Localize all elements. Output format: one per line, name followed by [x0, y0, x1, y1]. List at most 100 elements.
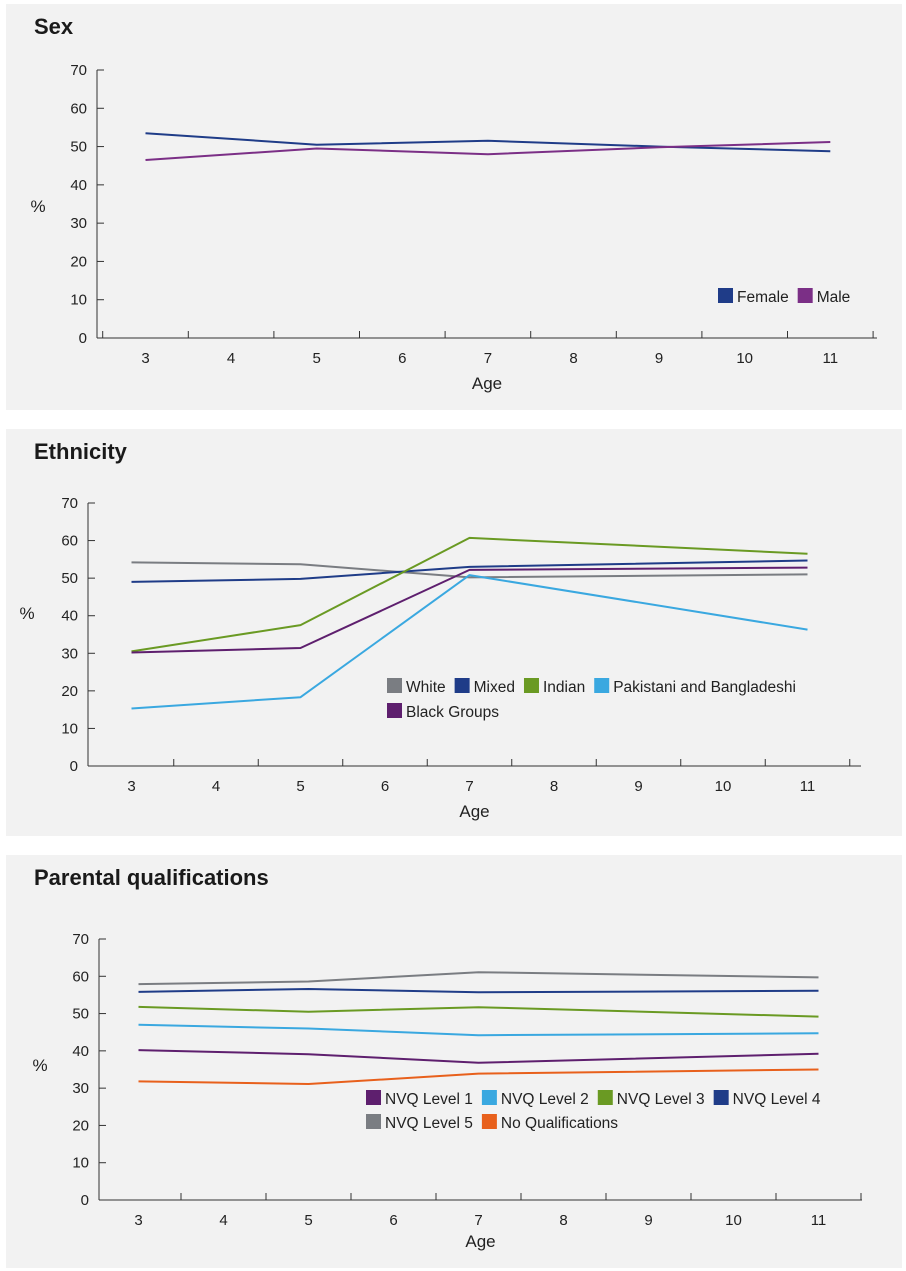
y-tick-label: 50 [72, 1006, 89, 1023]
y-tick-label: 10 [72, 1155, 89, 1172]
x-tick-label: 7 [465, 778, 473, 795]
series-line-nvq-level-1 [138, 1049, 819, 1064]
x-tick-label: 10 [725, 1212, 742, 1229]
x-tick-label: 5 [304, 1212, 312, 1229]
legend-label-mixed: Mixed [474, 679, 515, 696]
legend-swatch-male [797, 288, 813, 303]
x-tick-label: 7 [484, 350, 492, 367]
ethnicity-chart-title: Ethnicity [34, 439, 127, 464]
y-tick-label: 30 [72, 1080, 89, 1097]
ethnicity-line-chart: 0 10 20 30 40 50 60 70 3 4 5 6 7 8 9 10 11 Age% White Mixed… [19, 495, 861, 821]
series-line-white [131, 561, 808, 579]
series-line-black-groups [131, 566, 808, 654]
y-axis-title: % [19, 604, 34, 623]
sex-chart-title: Sex [34, 14, 74, 39]
legend-label-nvq-level-2: NVQ Level 2 [501, 1091, 589, 1108]
ethnicity-chart-panel: Ethnicity 0 10 20 30 40 50 60 70 3 4 5 6 7 8 9 10 11 Age%… [6, 429, 902, 836]
y-tick-label: 70 [72, 931, 89, 948]
x-axis-title: Age [472, 374, 502, 393]
x-tick-label: 7 [474, 1212, 482, 1229]
series-line-nvq-level-5 [138, 971, 819, 986]
x-tick-label: 11 [823, 350, 839, 367]
legend-swatch-nvq-level-3 [597, 1090, 613, 1105]
legend-label-nvq-level-1: NVQ Level 1 [385, 1091, 473, 1108]
y-tick-label: 10 [70, 292, 87, 309]
y-tick-label: 60 [72, 968, 89, 985]
x-tick-label: 3 [127, 778, 135, 795]
legend-label-nvq-level-5: NVQ Level 5 [385, 1115, 473, 1132]
x-tick-label: 3 [134, 1212, 142, 1229]
x-tick-label: 6 [398, 350, 406, 367]
y-tick-label: 30 [70, 215, 87, 232]
legend-label-black-groups: Black Groups [406, 704, 499, 721]
x-tick-label: 6 [389, 1212, 397, 1229]
parental-qualifications-chart-title: Parental qualifications [34, 865, 269, 890]
x-tick-label: 8 [569, 350, 577, 367]
legend-label-white: White [406, 679, 446, 696]
series-line-indian [131, 536, 808, 653]
legend-label-pakistani-and-bangladeshi: Pakistani and Bangladeshi [613, 679, 796, 696]
y-tick-label: 60 [61, 533, 78, 550]
legend-swatch-nvq-level-2 [481, 1090, 497, 1105]
x-tick-label: 9 [644, 1212, 652, 1229]
legend-swatch-no-qualifications [481, 1114, 497, 1129]
legend-swatch-pakistani-and-bangladeshi [594, 678, 610, 693]
parental-qualifications-line-chart: 0 10 20 30 40 50 60 70 3 4 5 6 7 8 9 10 11 Age% NVQ Level … [32, 931, 862, 1251]
y-tick-label: 40 [72, 1043, 89, 1060]
x-tick-label: 9 [655, 350, 663, 367]
y-tick-label: 20 [72, 1117, 89, 1134]
legend-label-no-qualifications: No Qualifications [501, 1115, 618, 1132]
y-tick-label: 40 [70, 177, 87, 194]
series-line-nvq-level-3 [138, 1005, 819, 1018]
series-line-nvq-level-2 [138, 1023, 819, 1037]
x-tick-label: 4 [219, 1212, 227, 1229]
y-tick-label: 50 [61, 570, 78, 587]
legend-swatch-nvq-level-1 [366, 1090, 381, 1105]
x-axis-title: Age [465, 1232, 495, 1251]
sex-line-chart: 0 10 20 30 40 50 60 70 3 4 5 6 7 8 9 10 11 Age% Female Male [30, 62, 877, 393]
x-tick-label: 5 [313, 350, 321, 367]
y-tick-label: 0 [79, 330, 87, 347]
y-tick-label: 40 [61, 608, 78, 625]
x-tick-label: 11 [800, 778, 816, 795]
series-line-pakistani-and-bangladeshi [131, 574, 808, 710]
series-line-mixed [131, 559, 808, 583]
y-tick-label: 0 [70, 758, 78, 775]
legend-swatch-mixed [454, 678, 470, 693]
y-tick-label: 70 [70, 62, 87, 79]
y-tick-label: 50 [70, 139, 87, 156]
x-tick-label: 4 [212, 778, 220, 795]
series-line-nvq-level-4 [138, 988, 819, 994]
legend-swatch-indian [523, 678, 539, 693]
legend-swatch-nvq-level-5 [366, 1114, 381, 1129]
x-axis-title: Age [459, 802, 489, 821]
sex-chart-panel: Sex 0 10 20 30 40 50 60 70 3 4 5 6 7 8 9 10 11 Age% Female… [6, 4, 902, 410]
x-tick-label: 4 [227, 350, 235, 367]
x-tick-label: 8 [550, 778, 558, 795]
legend-swatch-nvq-level-4 [713, 1090, 729, 1105]
x-tick-label: 6 [381, 778, 389, 795]
y-tick-label: 10 [61, 720, 78, 737]
x-tick-label: 5 [296, 778, 304, 795]
y-tick-label: 20 [61, 683, 78, 700]
legend-label-nvq-level-4: NVQ Level 4 [733, 1091, 821, 1108]
parental-qualifications-chart-panel: Parental qualifications 0 10 20 30 40 50 60 70 3… [6, 855, 902, 1268]
series-line-no-qualifications [138, 1068, 819, 1085]
y-axis-title: % [32, 1056, 47, 1075]
x-tick-label: 3 [141, 350, 149, 367]
legend-swatch-female [718, 288, 733, 303]
series-line-female [145, 132, 831, 153]
series-line-male [145, 141, 831, 161]
y-tick-label: 20 [70, 253, 87, 270]
legend-label-male: Male [817, 289, 851, 306]
y-tick-label: 30 [61, 645, 78, 662]
x-tick-label: 10 [736, 350, 753, 367]
y-tick-label: 0 [81, 1192, 89, 1209]
legend-swatch-white [387, 678, 402, 693]
legend-swatch-black-groups [387, 703, 402, 718]
y-axis-title: % [30, 197, 45, 216]
x-tick-label: 9 [634, 778, 642, 795]
y-tick-label: 70 [61, 495, 78, 512]
legend-label-nvq-level-3: NVQ Level 3 [617, 1091, 705, 1108]
x-tick-label: 11 [811, 1212, 827, 1229]
